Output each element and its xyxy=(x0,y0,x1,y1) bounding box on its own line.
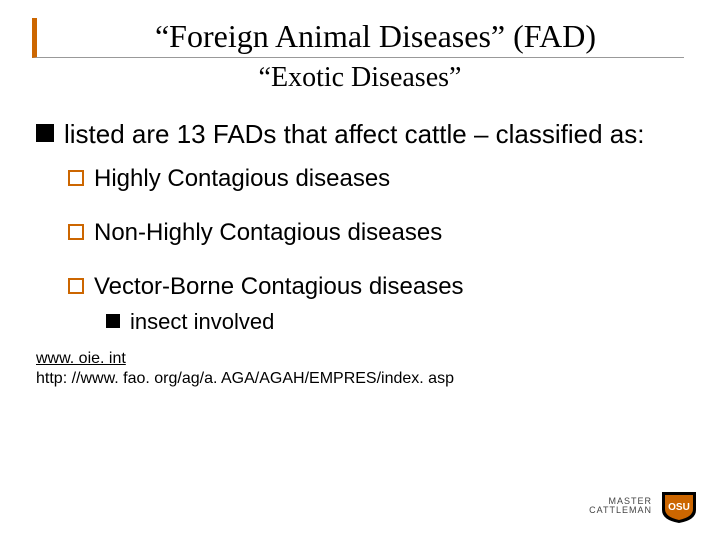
footer-logo: MASTER CATTLEMAN OSU xyxy=(589,488,700,524)
slide-subtitle: “Exotic Diseases” xyxy=(36,62,684,94)
square-bullet-filled-icon xyxy=(106,314,120,328)
bullet-level3: insect involved xyxy=(106,309,684,335)
bullet-l2-text: Vector-Borne Contagious diseases xyxy=(94,273,464,301)
bullet-l1-text: listed are 13 FADs that affect cattle – … xyxy=(64,118,644,151)
slide-title: “Foreign Animal Diseases” (FAD) xyxy=(67,18,684,55)
reference-links: www. oie. int http: //www. fao. org/ag/a… xyxy=(36,349,684,391)
bullet-level1: listed are 13 FADs that affect cattle – … xyxy=(36,118,684,151)
bullet-l2-text: Non-Highly Contagious diseases xyxy=(94,219,442,247)
link-line-1[interactable]: www. oie. int xyxy=(36,349,684,370)
slide-container: “Foreign Animal Diseases” (FAD) “Exotic … xyxy=(0,0,720,540)
logo-line2: CATTLEMAN xyxy=(589,506,652,515)
square-bullet-filled-icon xyxy=(36,124,54,142)
square-bullet-outline-icon xyxy=(68,224,84,240)
bullet-l2-text: Highly Contagious diseases xyxy=(94,165,390,193)
logo-text: MASTER CATTLEMAN xyxy=(589,497,652,515)
osu-shield-icon: OSU xyxy=(658,488,700,524)
bullet-level2: Vector-Borne Contagious diseases xyxy=(68,273,684,301)
link-line-2[interactable]: http: //www. fao. org/ag/a. AGA/AGAH/EMP… xyxy=(36,369,684,390)
bullet-l3-text: insect involved xyxy=(130,309,274,335)
bullet-level2: Highly Contagious diseases xyxy=(68,165,684,193)
bullet-level2: Non-Highly Contagious diseases xyxy=(68,219,684,247)
title-rule-box: “Foreign Animal Diseases” (FAD) xyxy=(32,18,684,58)
osu-text: OSU xyxy=(668,502,690,513)
square-bullet-outline-icon xyxy=(68,278,84,294)
content-area: listed are 13 FADs that affect cattle – … xyxy=(36,118,684,390)
square-bullet-outline-icon xyxy=(68,170,84,186)
